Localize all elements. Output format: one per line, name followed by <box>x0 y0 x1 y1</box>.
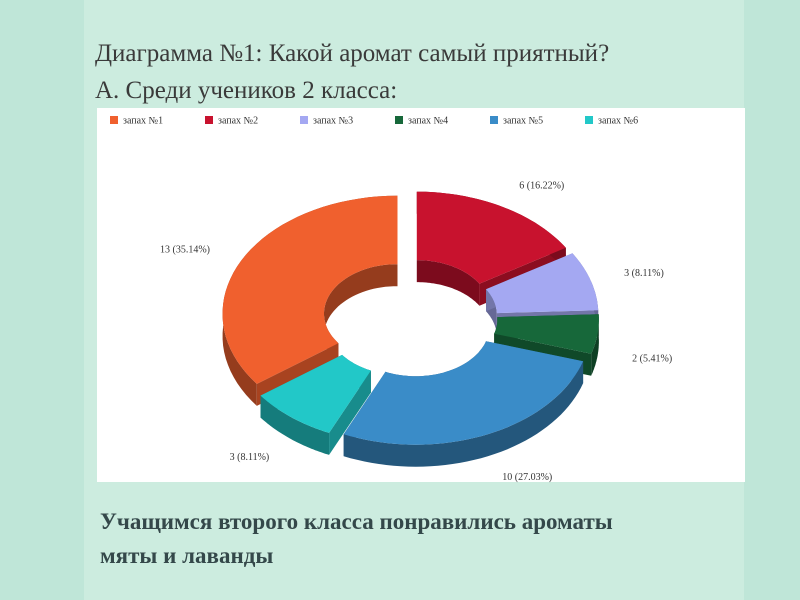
data-label: 13 (35.14%) <box>160 244 210 255</box>
slice-inner-wall <box>416 260 480 306</box>
legend-swatch <box>395 116 403 124</box>
legend-label: запах №6 <box>598 115 638 126</box>
slice-inner-wall <box>324 264 398 366</box>
data-label: 3 (8.11%) <box>624 268 664 279</box>
legend-swatch <box>300 116 308 124</box>
legend-swatch <box>205 116 213 124</box>
slice-outer-wall <box>260 395 330 455</box>
legend-label: запах №2 <box>218 115 258 126</box>
legend-label: запах №4 <box>408 115 448 126</box>
slice <box>222 195 398 384</box>
legend-label: запах №1 <box>123 115 163 126</box>
slice-end-wall <box>329 370 371 455</box>
chart-title: Диаграмма №1: Какой аромат самый приятны… <box>95 40 610 67</box>
slice <box>486 253 599 314</box>
data-label: 2 (5.41%) <box>632 353 672 364</box>
data-label: 6 (16.22%) <box>519 180 564 191</box>
slice <box>260 354 371 433</box>
slice-outer-wall <box>343 361 584 467</box>
legend-swatch <box>110 116 118 124</box>
legend-label: запах №3 <box>313 115 353 126</box>
chart-subtitle: А. Среди учеников 2 класса: <box>95 77 398 104</box>
legend-label: запах №5 <box>503 115 543 126</box>
slice <box>494 314 599 354</box>
data-label: 10 (27.03%) <box>502 472 552 483</box>
slice-outer-wall <box>591 314 599 376</box>
slice <box>416 191 566 284</box>
legend-swatch <box>490 116 498 124</box>
conclusion: Учащимся второго класса понравились аром… <box>100 509 613 568</box>
data-label: 3 (8.11%) <box>230 452 270 463</box>
legend-swatch <box>585 116 593 124</box>
slice <box>343 341 584 445</box>
